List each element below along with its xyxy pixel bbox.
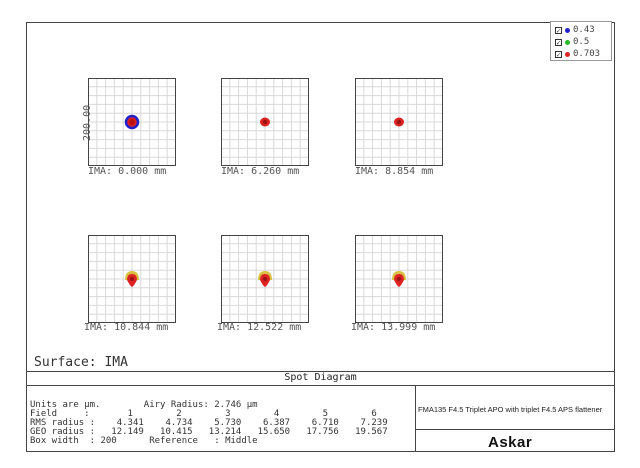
legend: ✓ 0.43 ✓ 0.5 ✓ 0.703 <box>550 21 612 61</box>
divider <box>26 385 615 386</box>
checkbox-icon[interactable]: ✓ <box>555 50 562 59</box>
spot-plot <box>88 78 176 166</box>
spot-grid <box>88 235 176 323</box>
spot-grid <box>355 235 443 323</box>
spot <box>394 117 404 127</box>
series-dot-icon <box>565 51 570 57</box>
geo-row: GEO radius : 12.149 10.415 13.214 15.650… <box>30 427 388 437</box>
spot-plot <box>355 235 443 323</box>
spot-plot <box>355 78 443 166</box>
spot-plot <box>221 78 309 166</box>
divider <box>26 371 615 372</box>
ima-label: IMA: 10.844 mm <box>84 322 169 333</box>
legend-item[interactable]: ✓ 0.703 <box>555 48 611 60</box>
units-line: Units are µm. Airy Radius: 2.746 µm <box>30 400 258 410</box>
divider <box>415 385 416 452</box>
diagram-title: Spot Diagram <box>284 372 357 383</box>
checkbox-icon[interactable]: ✓ <box>555 26 562 35</box>
spot-grid <box>88 78 176 166</box>
spot-grid <box>221 78 309 166</box>
rms-row: RMS radius : 4.341 4.734 5.730 6.387 6.7… <box>30 418 388 428</box>
plot-frame <box>26 22 615 452</box>
system-name: FMA135 F4.5 Triplet APO with triplet F4.… <box>418 405 603 414</box>
brand-logo: Askar <box>488 434 533 451</box>
spot <box>392 271 406 287</box>
spot-grid <box>355 78 443 166</box>
spot <box>258 271 272 287</box>
ima-label: IMA: 6.260 mm <box>221 166 300 177</box>
ima-label: IMA: 13.999 mm <box>351 322 436 333</box>
spot-plot <box>88 235 176 323</box>
scale-label: 200.00 <box>82 104 93 141</box>
field-row: Field : 1 2 3 4 5 6 <box>30 409 377 419</box>
ima-label: IMA: 8.854 mm <box>355 166 434 177</box>
spot <box>124 114 140 130</box>
checkbox-icon[interactable]: ✓ <box>555 38 562 47</box>
divider <box>415 429 615 430</box>
spot-plot <box>221 235 309 323</box>
surface-label: Surface: IMA <box>34 355 128 370</box>
legend-label: 0.43 <box>573 25 595 35</box>
series-dot-icon <box>565 39 570 45</box>
box-row: Box width : 200 Reference : Middle <box>30 436 258 446</box>
ima-label: IMA: 12.522 mm <box>217 322 302 333</box>
spot <box>260 117 270 127</box>
ima-label: IMA: 0.000 mm <box>88 166 167 177</box>
info-block: Units are µm. Airy Radius: 2.746 µm Fiel… <box>30 401 388 446</box>
legend-item[interactable]: ✓ 0.5 <box>555 36 611 48</box>
legend-label: 0.5 <box>573 37 590 47</box>
legend-label: 0.703 <box>573 49 601 59</box>
spot-grid <box>221 235 309 323</box>
legend-item[interactable]: ✓ 0.43 <box>555 24 611 36</box>
series-dot-icon <box>565 27 570 33</box>
spot <box>125 271 139 287</box>
